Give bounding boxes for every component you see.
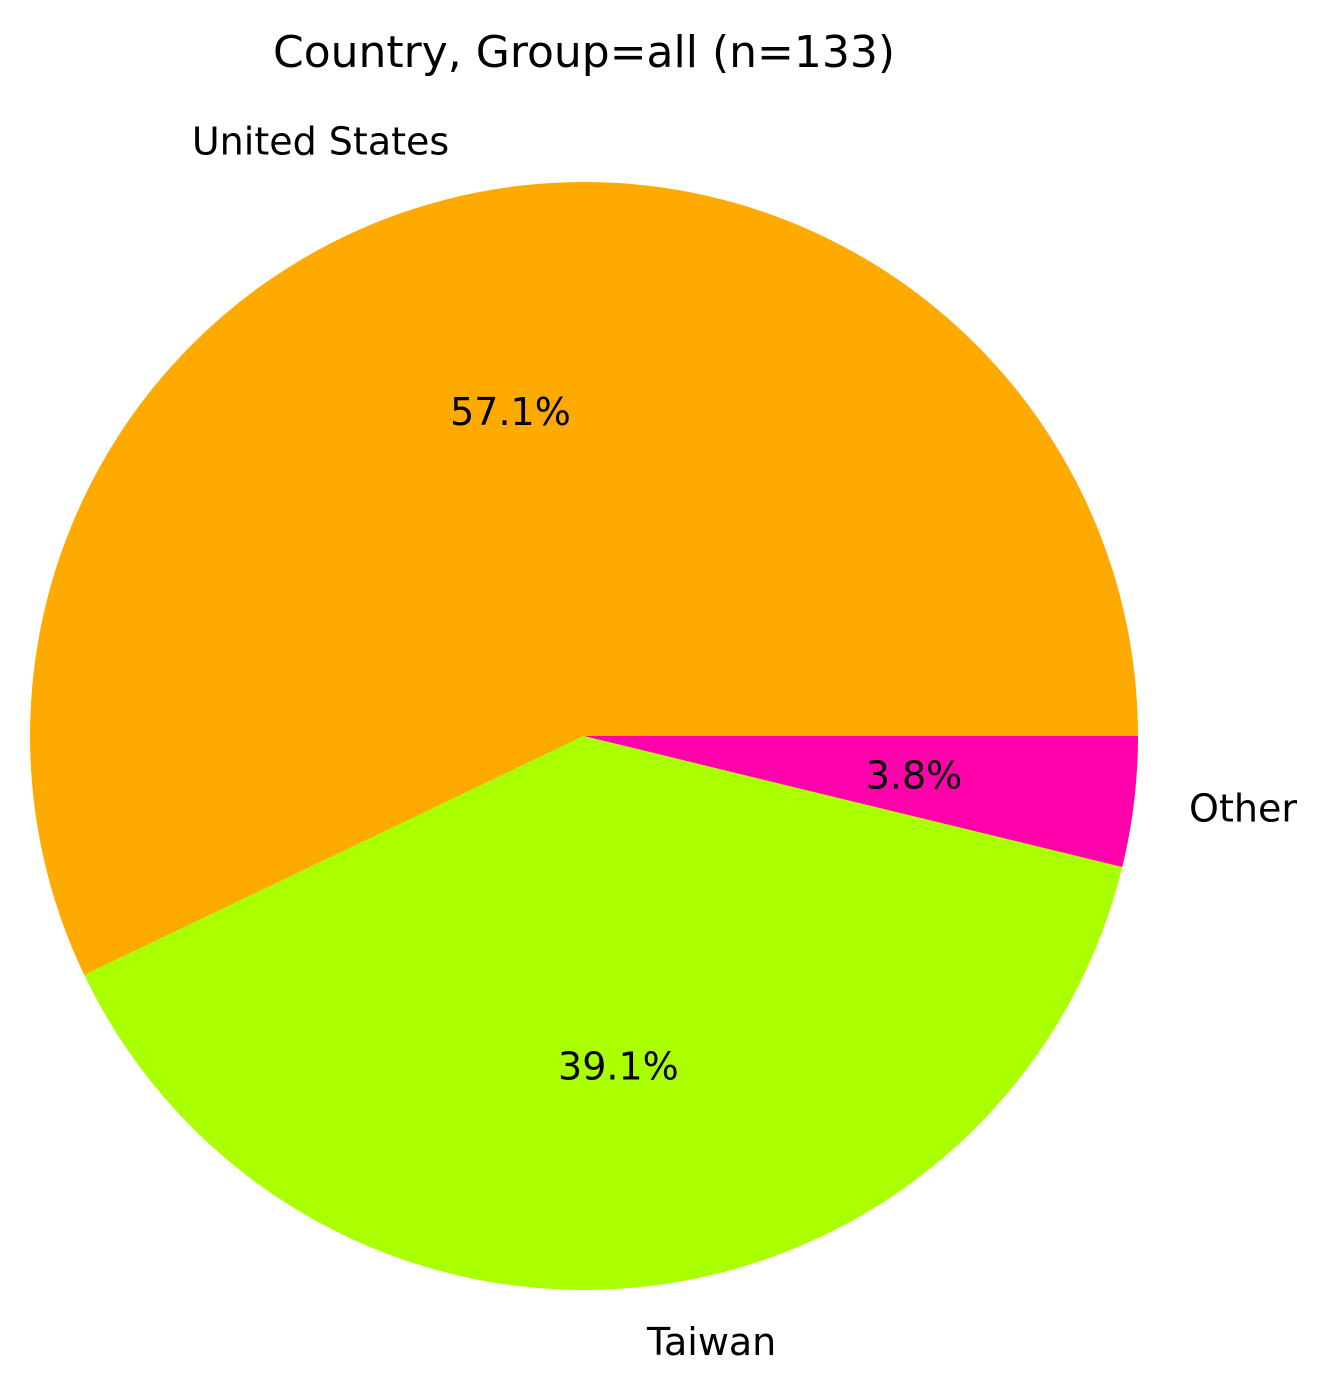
slice-label-united-states: United States	[192, 120, 449, 164]
slice-percent-taiwan: 39.1%	[558, 1045, 679, 1089]
slice-label-taiwan: Taiwan	[646, 1320, 776, 1364]
pie-slice-taiwan	[84, 736, 1123, 1290]
slices-layer	[29, 181, 1139, 1290]
pie-slice-united-states	[29, 181, 1139, 976]
slice-label-other: Other	[1189, 787, 1297, 831]
slice-percent-other: 3.8%	[866, 754, 963, 798]
slice-percent-united-states: 57.1%	[450, 390, 571, 434]
chart-title: Country, Group=all (n=133)	[273, 27, 895, 78]
pie-slice-other	[584, 736, 1138, 868]
labels-layer: United States 57.1% Taiwan 39.1% Other 3.8%	[192, 120, 1297, 1364]
